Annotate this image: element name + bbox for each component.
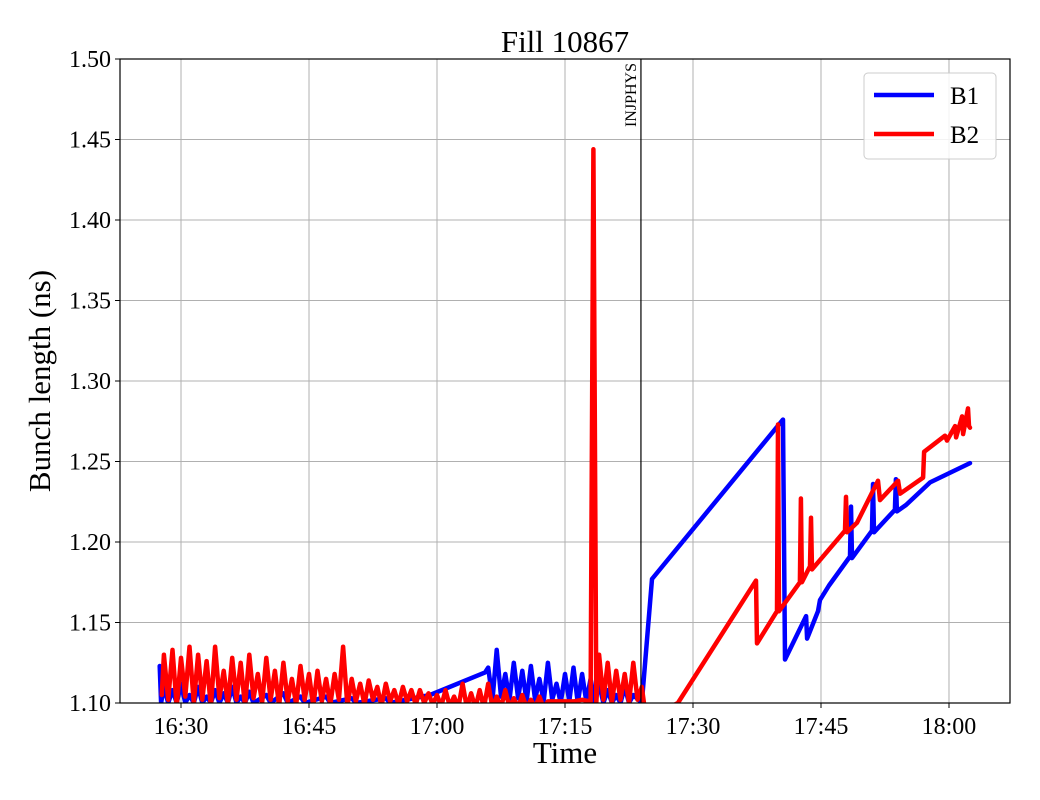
legend-label-b1: B1: [950, 83, 979, 110]
x-tick-label: 17:30: [666, 714, 721, 740]
x-axis-label: Time: [533, 735, 597, 770]
chart-title: Fill 10867: [501, 24, 629, 59]
series-line-b2: [159, 146, 973, 703]
y-tick-label: 1.20: [69, 530, 111, 556]
ticks: 16:30 16:45 17:00 17:15 17:30 17:45 18:00 1.10 1…: [69, 47, 976, 740]
y-tick-label: 1.45: [69, 128, 111, 154]
legend-label-b2: B2: [950, 122, 979, 149]
annotation-layer: INJPHYS: [623, 59, 642, 703]
series-layer: [157, 146, 973, 703]
x-tick-label: 16:30: [154, 714, 209, 740]
y-tick-label: 1.50: [69, 47, 111, 73]
y-tick-label: 1.10: [69, 691, 111, 717]
x-tick-label: 17:00: [410, 714, 465, 740]
y-tick-label: 1.30: [69, 369, 111, 395]
legend: B1 B2: [863, 72, 997, 160]
y-tick-label: 1.15: [69, 611, 111, 637]
y-tick-label: 1.40: [69, 208, 111, 234]
x-tick-label: 18:00: [922, 714, 977, 740]
x-tick-label: 17:15: [538, 714, 593, 740]
x-tick-label: 16:45: [282, 714, 337, 740]
y-axis-label: Bunch length (ns): [22, 270, 57, 492]
x-tick-label: 17:45: [794, 714, 849, 740]
y-tick-label: 1.35: [69, 289, 111, 315]
y-tick-label: 1.25: [69, 450, 111, 476]
injphys-marker-label: INJPHYS: [623, 63, 640, 127]
